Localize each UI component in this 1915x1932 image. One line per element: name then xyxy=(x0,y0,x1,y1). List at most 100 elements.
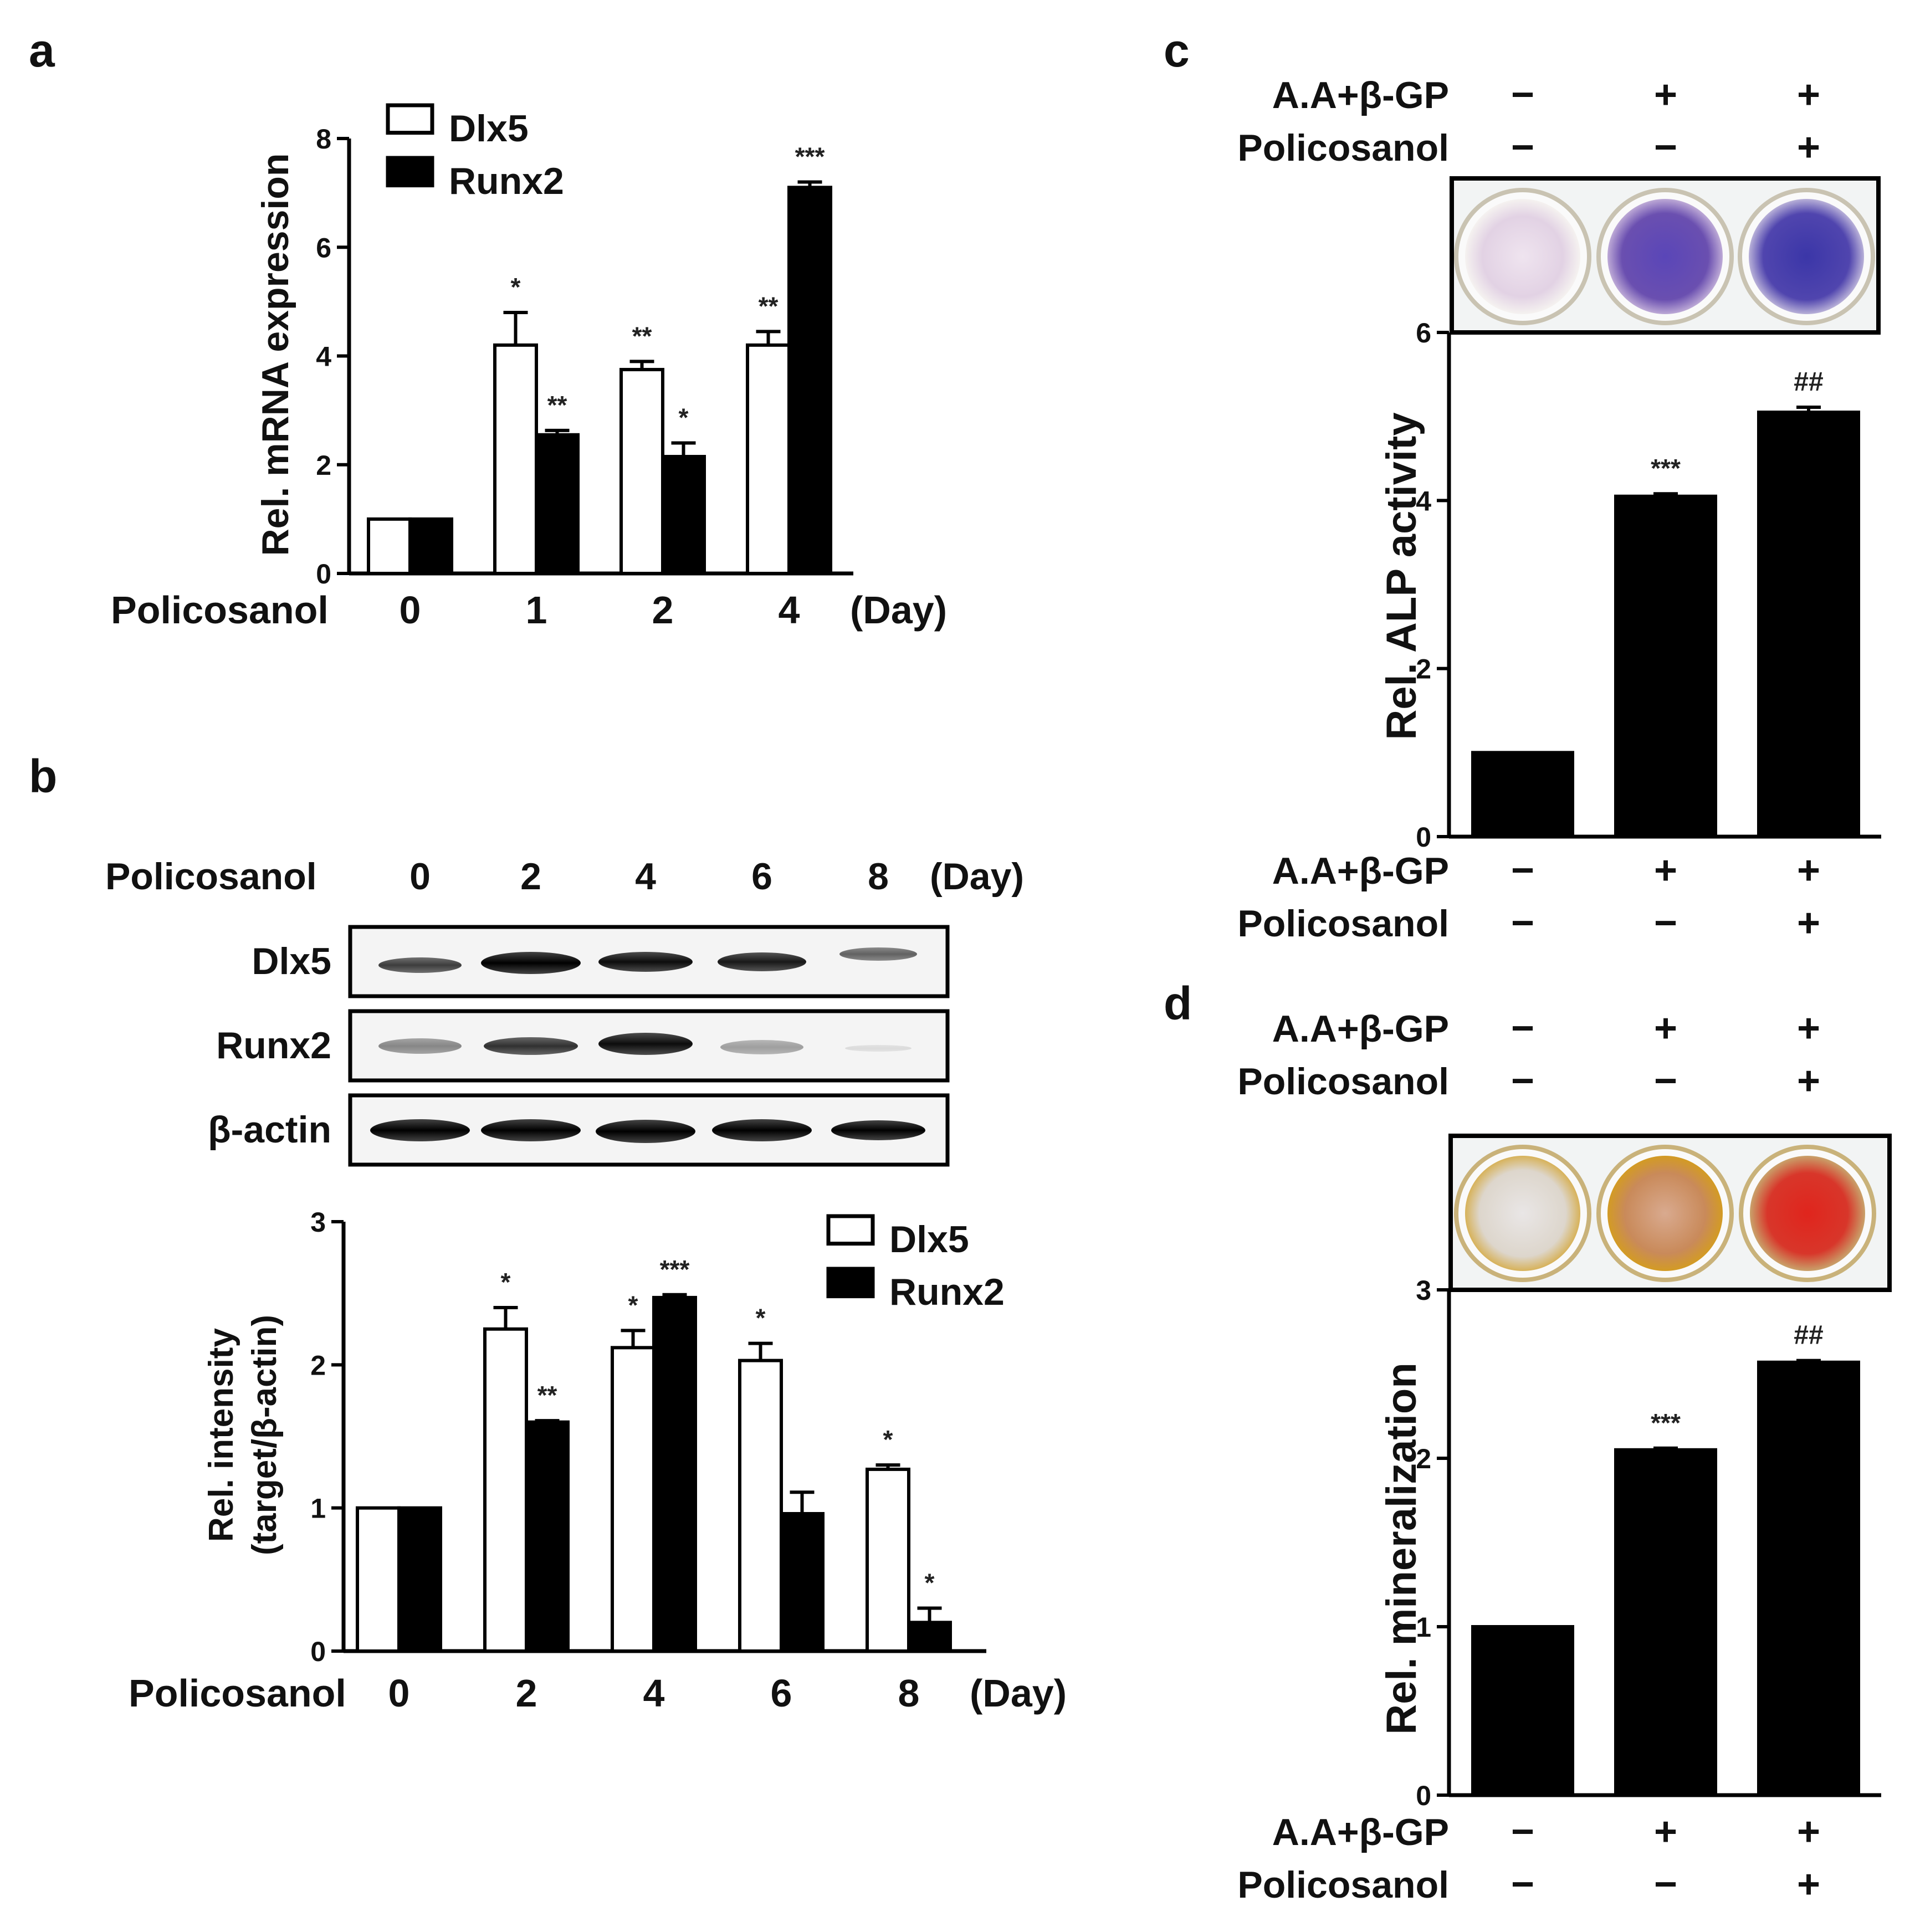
significance-mark: *** xyxy=(1651,454,1681,483)
treatment-sign: + xyxy=(1797,1810,1820,1854)
bar-runx2 xyxy=(535,433,580,575)
y-tick-label: 2 xyxy=(310,1350,326,1381)
significance-mark: *** xyxy=(795,142,825,171)
significance-mark: * xyxy=(511,273,521,301)
y-tick-label: 6 xyxy=(1416,317,1431,349)
x-axis-unit: (Day) xyxy=(970,1672,1067,1715)
treatment-sign: + xyxy=(1797,125,1820,170)
bar-runx2 xyxy=(397,1506,442,1653)
x-category-label: 0 xyxy=(400,588,421,632)
blot-band xyxy=(720,1040,803,1054)
y-tick-label: 0 xyxy=(1416,822,1431,853)
legend-label-dlx5: Dlx5 xyxy=(889,1218,969,1260)
treatment-sign: + xyxy=(1797,1862,1820,1907)
bar-dlx5 xyxy=(746,343,791,575)
y-tick-label: 0 xyxy=(316,558,331,590)
y-tick-label: 6 xyxy=(316,232,331,263)
legend-label-runx2: Runx2 xyxy=(449,160,564,202)
mineralization-well-stain xyxy=(1465,1156,1580,1271)
bar-runx2 xyxy=(780,1512,825,1653)
mineralization-well-stain xyxy=(1607,1156,1723,1271)
blot-band xyxy=(712,1119,812,1141)
chart-c-bar-chart: 0 2 4 6 Rel. ALP activity *** ## xyxy=(1378,317,1881,853)
western-blot: Policosanol 0 2 4 6 8 (Day) Dlx5 Runx2 β… xyxy=(105,855,1024,1167)
treatment-row-label: Policosanol xyxy=(1237,903,1449,945)
treatment-sign: − xyxy=(1511,1059,1534,1103)
bar-dlx5 xyxy=(619,368,664,575)
alp-well-stain xyxy=(1607,199,1723,314)
blot-x-label: Policosanol xyxy=(105,855,317,898)
treatment-row-label: Policosanol xyxy=(1237,1060,1449,1103)
legend-label-runx2: Runx2 xyxy=(889,1271,1005,1313)
y-axis-label-line2: (target/β-actin) xyxy=(245,1315,284,1555)
panel-letter-d: d xyxy=(1164,977,1192,1029)
treatment-sign: + xyxy=(1797,73,1820,117)
significance-mark: * xyxy=(756,1304,766,1333)
x-axis-label: Policosanol xyxy=(111,588,329,632)
y-tick-label: 3 xyxy=(310,1207,326,1238)
blot-band xyxy=(598,1033,693,1055)
treatment-row-label: Policosanol xyxy=(1237,1864,1449,1906)
blot-band xyxy=(481,952,581,974)
blot-row-label-dlx5: Dlx5 xyxy=(252,940,331,982)
y-tick-label: 1 xyxy=(1416,1612,1431,1643)
blot-day-label: 0 xyxy=(409,855,431,898)
treatment-sign: + xyxy=(1797,901,1820,945)
blot-day-label: 2 xyxy=(520,855,541,898)
treatment-row-label: Policosanol xyxy=(1237,127,1449,169)
blot-band xyxy=(718,952,806,971)
bar-runx2 xyxy=(652,1295,697,1653)
y-tick-label: 1 xyxy=(310,1493,326,1524)
blot-band xyxy=(845,1045,912,1052)
legend-swatch-runx2 xyxy=(386,156,434,188)
blot-day-unit: (Day) xyxy=(930,855,1024,898)
legend-label-dlx5: Dlx5 xyxy=(449,107,529,150)
legend-swatch-dlx5 xyxy=(386,103,434,135)
treatment-sign: − xyxy=(1511,125,1534,170)
bar-runx2 xyxy=(408,517,453,575)
treatment-tables: A.A+β-GP − + + Policosanol − − + A.A+β-GP − + + Poli… xyxy=(1237,73,1820,1907)
alp-well-stain xyxy=(1465,199,1580,314)
x-category-label: 2 xyxy=(652,588,674,632)
blot-band xyxy=(378,957,462,973)
x-category-label: 4 xyxy=(779,588,800,632)
bar-dlx5 xyxy=(367,517,412,575)
bar-runx2 xyxy=(787,186,832,575)
treatment-sign: + xyxy=(1797,1006,1820,1050)
treatment-sign: − xyxy=(1654,1862,1677,1907)
y-axis-label: Rel. mRNA expression xyxy=(254,153,296,556)
blot-band xyxy=(596,1120,695,1143)
treatment-row-label: A.A+β-GP xyxy=(1272,1008,1449,1050)
significance-mark: * xyxy=(925,1569,935,1597)
alp-well-stain xyxy=(1749,199,1864,314)
panel-d-plate xyxy=(1448,1134,1892,1292)
bar-dlx5 xyxy=(356,1506,401,1653)
blot-band xyxy=(378,1038,462,1054)
bar-alp xyxy=(1471,751,1574,839)
significance-mark: *** xyxy=(660,1255,690,1284)
panel-letter-b: b xyxy=(29,750,57,802)
treatment-row-label: A.A+β-GP xyxy=(1272,1811,1449,1853)
significance-mark: ** xyxy=(759,291,779,320)
treatment-sign: − xyxy=(1511,73,1534,117)
significance-mark: * xyxy=(679,403,689,432)
treatment-sign: + xyxy=(1654,73,1677,117)
significance-mark: ** xyxy=(537,1381,557,1410)
treatment-sign: + xyxy=(1654,1006,1677,1050)
blot-day-label: 8 xyxy=(868,855,889,898)
blot-band xyxy=(839,947,917,961)
treatment-sign: − xyxy=(1511,1862,1534,1907)
y-tick-label: 2 xyxy=(1416,1443,1431,1474)
significance-mark: * xyxy=(501,1268,511,1296)
treatment-sign: + xyxy=(1797,1059,1820,1103)
blot-band xyxy=(598,952,693,972)
treatment-sign: + xyxy=(1797,848,1820,893)
x-category-label: 1 xyxy=(526,588,547,632)
y-tick-label: 2 xyxy=(316,450,331,481)
bar-runx2 xyxy=(661,455,706,575)
x-axis-label: Policosanol xyxy=(129,1672,346,1715)
y-axis-label: Rel. intensity xyxy=(202,1328,240,1542)
